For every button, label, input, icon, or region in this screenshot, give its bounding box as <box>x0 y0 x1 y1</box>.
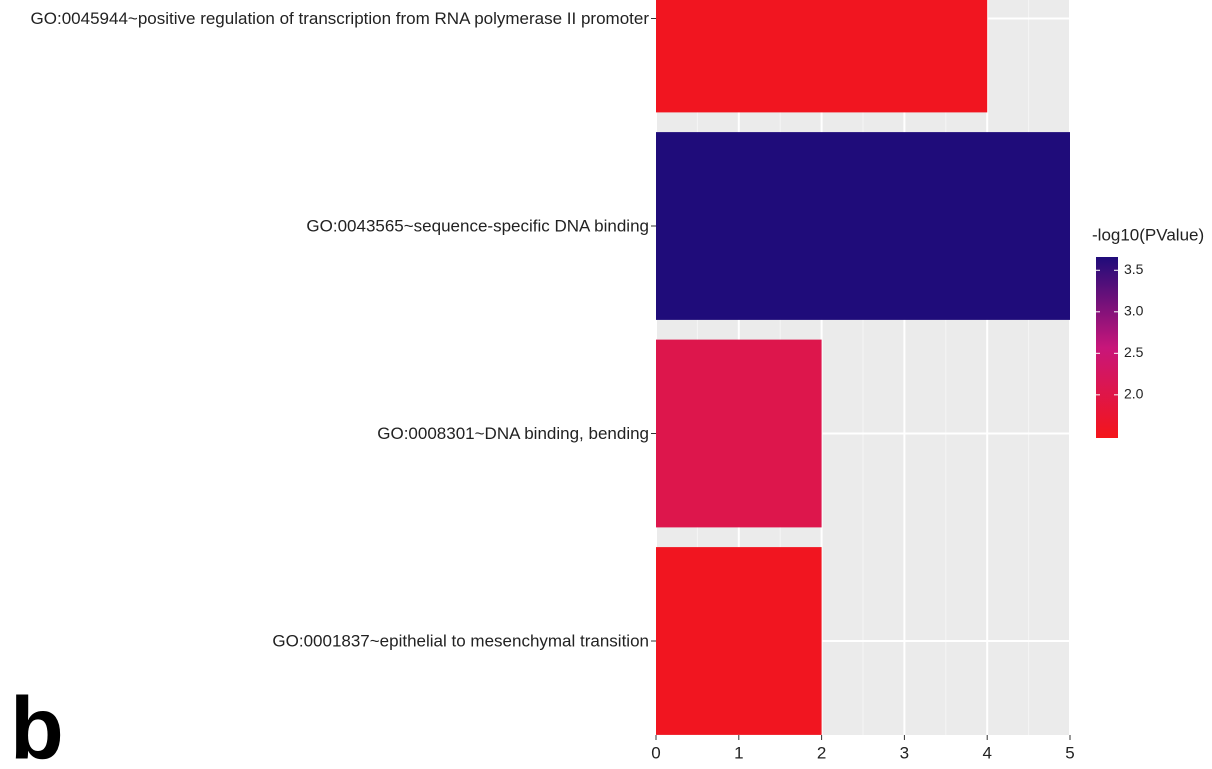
x-tick-label: 1 <box>734 743 743 762</box>
color-bar <box>1096 257 1118 438</box>
legend-tick-label: 2.5 <box>1124 344 1144 360</box>
panel-label: b <box>10 678 64 769</box>
x-tick-label: 5 <box>1065 743 1074 762</box>
legend-tick-label: 3.5 <box>1124 261 1144 277</box>
x-tick-label: 4 <box>982 743 991 762</box>
legend-tick-label: 2.0 <box>1124 386 1144 402</box>
x-tick-label: 3 <box>900 743 909 762</box>
y-tick-label: GO:0008301~DNA binding, bending <box>377 424 649 443</box>
bar <box>656 0 988 113</box>
bar <box>656 339 822 528</box>
legend-tick-label: 3.0 <box>1124 303 1144 319</box>
y-tick-label: GO:0043565~sequence-specific DNA binding <box>306 216 649 235</box>
bar <box>656 547 822 735</box>
y-tick-label: GO:0001837~epithelial to mesenchymal tra… <box>272 631 649 650</box>
x-tick-label: 2 <box>817 743 826 762</box>
legend-title: -log10(PValue) <box>1092 225 1204 244</box>
bar <box>656 132 1070 320</box>
y-tick-label: GO:0045944~positive regulation of transc… <box>31 9 650 28</box>
x-tick-label: 0 <box>651 743 660 762</box>
